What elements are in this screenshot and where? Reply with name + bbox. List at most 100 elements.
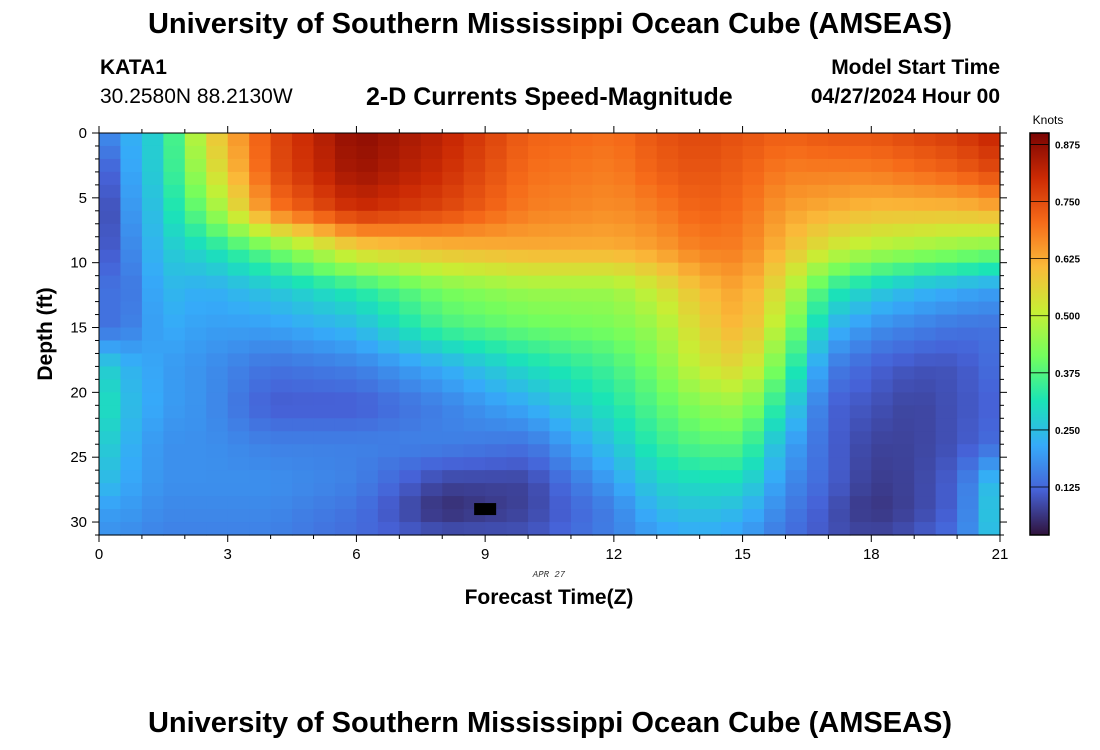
heatmap-cell <box>785 288 808 303</box>
heatmap-cell <box>334 158 358 173</box>
heatmap-cell <box>613 184 636 199</box>
heatmap-cell <box>184 483 207 497</box>
heatmap-cell <box>613 236 636 251</box>
heatmap-cell <box>356 145 379 160</box>
heatmap-cell <box>420 262 443 277</box>
heatmap-cell <box>292 236 315 251</box>
heatmap-cell <box>463 249 486 264</box>
colorbar: Knots 0.125 0.250 0.375 0.500 0.625 0.750 0.87… <box>1029 113 1080 536</box>
heatmap-cell <box>656 444 679 458</box>
heatmap-cell <box>120 171 143 186</box>
heatmap-cell <box>356 171 379 186</box>
heatmap-cell <box>141 405 164 419</box>
heatmap-cell <box>184 301 207 316</box>
heatmap-cell <box>528 133 551 147</box>
heatmap-cell <box>313 353 336 368</box>
heatmap-cell <box>806 314 829 329</box>
heatmap-cell <box>871 379 894 393</box>
heatmap-cell <box>635 171 658 186</box>
heatmap-cell <box>935 262 958 277</box>
heatmap-cell <box>377 379 400 393</box>
heatmap-cell <box>292 405 315 419</box>
heatmap-cell <box>806 496 829 510</box>
heatmap-cell <box>978 171 1001 186</box>
heatmap-cell <box>678 158 701 173</box>
heatmap-cells <box>99 133 1001 536</box>
heatmap-cell <box>399 379 422 393</box>
heatmap-cell <box>420 418 443 432</box>
heatmap-cell <box>914 262 937 277</box>
heatmap-cell <box>313 327 336 342</box>
heatmap-cell <box>699 158 722 173</box>
heatmap-cell <box>528 223 551 238</box>
heatmap-cell <box>613 418 636 432</box>
heatmap-cell <box>399 457 422 471</box>
heatmap-cell <box>206 275 229 290</box>
heatmap-cell <box>635 275 658 290</box>
colorbar-tick-label: 0.375 <box>1055 369 1080 380</box>
heatmap-cell <box>270 158 293 173</box>
heatmap-cell <box>163 483 186 497</box>
heatmap-cell <box>184 288 207 303</box>
heatmap-cell <box>764 236 787 251</box>
heatmap-cell <box>163 171 186 186</box>
heatmap-cell <box>935 288 958 303</box>
heatmap-cell <box>227 301 250 316</box>
heatmap-cell <box>334 392 358 406</box>
heatmap-cell <box>914 171 937 186</box>
heatmap-cell <box>613 483 636 497</box>
heatmap-cell <box>957 431 980 445</box>
heatmap-cell <box>721 483 744 497</box>
heatmap-cell <box>806 145 829 160</box>
heatmap-cell <box>613 171 636 186</box>
heatmap-cell <box>806 470 829 484</box>
heatmap-cell <box>699 405 722 419</box>
heatmap-cell <box>184 262 207 277</box>
heatmap-cell <box>570 197 593 212</box>
heatmap-cell <box>721 340 744 355</box>
heatmap-cell <box>785 444 808 458</box>
heatmap-cell <box>356 444 379 458</box>
heatmap-cell <box>506 133 529 147</box>
heatmap-cell <box>828 444 851 458</box>
heatmap-cell <box>163 197 186 212</box>
heatmap-cell <box>828 431 851 445</box>
heatmap-cell <box>399 496 422 510</box>
heatmap-cell <box>377 340 400 355</box>
colorbar-tick-label: 0.875 <box>1055 140 1080 151</box>
heatmap-cell <box>356 184 379 199</box>
heatmap-cell <box>914 340 937 355</box>
heatmap-cell <box>227 444 250 458</box>
heatmap-cell <box>656 197 679 212</box>
heatmap-cell <box>184 353 207 368</box>
heatmap-cell <box>249 379 272 393</box>
heatmap-cell <box>678 353 701 368</box>
heatmap-cell <box>485 249 508 264</box>
heatmap-cell <box>270 340 293 355</box>
heatmap-cell <box>528 366 551 380</box>
heatmap-cell <box>549 301 572 316</box>
heatmap-cell <box>528 379 551 393</box>
heatmap-cell <box>935 470 958 484</box>
heatmap-cell <box>270 470 293 484</box>
heatmap-cell <box>635 327 658 342</box>
heatmap-cell <box>656 509 679 523</box>
heatmap-cell <box>914 223 937 238</box>
heatmap-cell <box>957 379 980 393</box>
heatmap-cell <box>764 483 787 497</box>
heatmap-cell <box>442 249 465 264</box>
heatmap-cell <box>313 483 336 497</box>
heatmap-cell <box>399 431 422 445</box>
heatmap-cell <box>806 340 829 355</box>
heatmap-cell <box>957 405 980 419</box>
heatmap-cell <box>249 275 272 290</box>
heatmap-cell <box>871 223 894 238</box>
heatmap-cell <box>420 522 443 536</box>
heatmap-cell <box>871 366 894 380</box>
heatmap-cell <box>227 197 250 212</box>
heatmap-cell <box>356 223 379 238</box>
heatmap-cell <box>613 262 636 277</box>
heatmap-cell <box>184 223 207 238</box>
heatmap-cell <box>935 327 958 342</box>
heatmap-cell <box>442 275 465 290</box>
